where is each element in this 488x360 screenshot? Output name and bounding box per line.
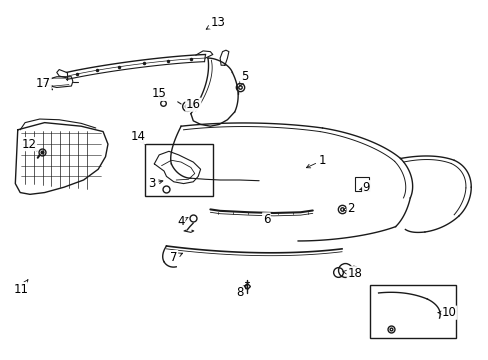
Text: 9: 9 xyxy=(359,181,369,194)
Text: 14: 14 xyxy=(130,130,145,144)
Text: 4: 4 xyxy=(177,215,187,228)
Text: 6: 6 xyxy=(262,213,270,226)
Bar xyxy=(354,177,368,191)
Text: 12: 12 xyxy=(21,138,37,151)
Text: 2: 2 xyxy=(343,202,354,215)
Bar xyxy=(369,285,455,338)
Text: 3: 3 xyxy=(148,177,163,190)
Text: 11: 11 xyxy=(14,280,29,296)
Text: 8: 8 xyxy=(235,285,246,300)
Text: 17: 17 xyxy=(36,77,53,90)
Text: 5: 5 xyxy=(239,69,248,86)
Text: 10: 10 xyxy=(437,306,456,319)
Text: 15: 15 xyxy=(151,87,166,101)
Text: 16: 16 xyxy=(185,98,201,111)
Text: 7: 7 xyxy=(170,251,182,264)
Bar xyxy=(144,144,212,196)
Text: 18: 18 xyxy=(342,267,362,280)
Text: 13: 13 xyxy=(206,16,224,29)
Text: 1: 1 xyxy=(306,154,325,168)
